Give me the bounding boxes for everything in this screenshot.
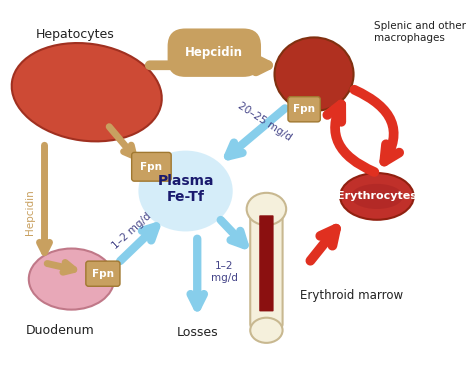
Ellipse shape — [250, 318, 283, 343]
FancyBboxPatch shape — [288, 97, 320, 122]
Ellipse shape — [351, 184, 403, 209]
Text: Fpn: Fpn — [140, 162, 163, 172]
Text: Hepcidin: Hepcidin — [185, 46, 243, 59]
Text: Fpn: Fpn — [92, 269, 114, 279]
Text: Plasma
Fe-Tf: Plasma Fe-Tf — [157, 174, 214, 204]
Text: 1–2
mg/d: 1–2 mg/d — [211, 261, 237, 283]
Text: Hepatocytes: Hepatocytes — [36, 28, 114, 41]
Ellipse shape — [138, 151, 233, 231]
Ellipse shape — [246, 193, 286, 225]
Text: Fpn: Fpn — [293, 104, 315, 114]
Text: Hepcidin: Hepcidin — [25, 189, 35, 235]
Text: Erythroid marrow: Erythroid marrow — [300, 289, 403, 302]
FancyBboxPatch shape — [250, 207, 283, 328]
FancyBboxPatch shape — [86, 261, 120, 286]
FancyBboxPatch shape — [132, 153, 171, 181]
Text: Erythrocytes: Erythrocytes — [337, 191, 417, 201]
Text: 20–25 mg/d: 20–25 mg/d — [236, 101, 293, 143]
Text: 1–2 mg/d: 1–2 mg/d — [110, 211, 153, 251]
Text: Duodenum: Duodenum — [26, 324, 94, 337]
Ellipse shape — [340, 173, 414, 220]
Ellipse shape — [274, 37, 354, 111]
Ellipse shape — [29, 249, 114, 310]
FancyBboxPatch shape — [259, 215, 273, 311]
Text: Splenic and other
macrophages: Splenic and other macrophages — [374, 21, 466, 43]
Text: Losses: Losses — [176, 326, 218, 339]
Ellipse shape — [12, 43, 162, 141]
